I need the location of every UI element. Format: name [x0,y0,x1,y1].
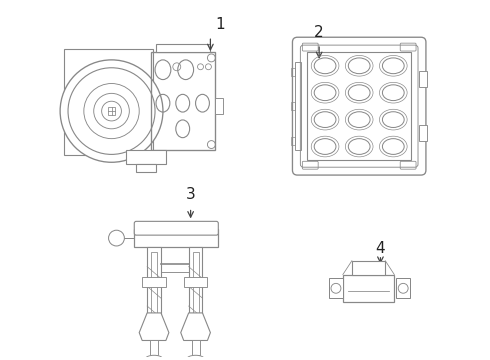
Bar [147,247,161,323]
Bar [396,278,410,298]
Bar [192,341,199,355]
Text: 2: 2 [315,25,324,40]
Bar [134,229,219,247]
Text: 1: 1 [216,17,225,32]
Bar [108,107,116,115]
Bar [189,247,202,323]
Circle shape [60,60,163,162]
Bar [295,62,301,150]
Polygon shape [139,313,169,341]
Ellipse shape [187,355,204,360]
Circle shape [109,230,124,246]
Bar [292,68,295,76]
Bar [307,52,411,160]
Bar [142,277,166,287]
FancyBboxPatch shape [293,37,426,175]
Bar [64,49,153,156]
Bar [292,137,295,145]
Bar [193,252,198,313]
Bar [151,252,157,313]
Polygon shape [181,313,210,341]
Ellipse shape [145,355,163,360]
Bar [419,125,427,141]
Bar [343,275,394,302]
Bar [156,44,210,52]
Text: 3: 3 [186,187,196,202]
Bar [329,278,343,298]
Bar [126,150,166,164]
Bar [419,71,427,87]
Bar [136,164,156,172]
Text: 4: 4 [376,242,385,256]
FancyBboxPatch shape [134,221,219,235]
Bar [215,98,223,114]
Bar [150,341,158,355]
Bar [151,52,215,150]
Bar [352,261,385,275]
Bar [184,277,207,287]
Bar [292,102,295,110]
